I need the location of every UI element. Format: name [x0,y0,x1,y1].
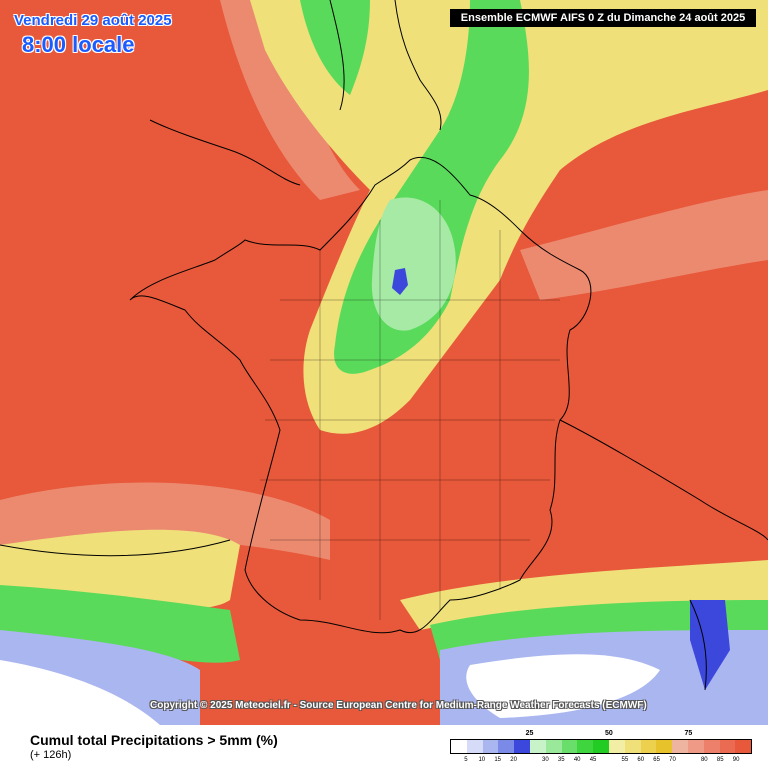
legend-swatch [624,740,641,753]
zone-lightgreen-center [371,197,456,331]
legend-swatch [482,740,499,753]
forecast-time: 8:00 locale [22,32,135,57]
legend-swatch [719,740,736,753]
legend-minor-label: 85 [716,757,724,763]
legend-swatch [608,740,625,753]
footer: Cumul total Precipitations > 5mm (%) (+ … [0,725,768,768]
legend-swatch [451,740,467,753]
legend-swatch [672,740,688,753]
legend-bar [450,739,752,754]
legend-swatch [498,740,515,753]
legend-minor-label: 65 [653,757,660,763]
legend-major-label: 25 [525,730,534,737]
legend-minor-label: 20 [510,757,517,763]
legend-minor-label: 90 [732,757,740,763]
legend-major-label: 75 [684,730,693,737]
zone-salmon-east [520,190,768,300]
forecast-date: Vendredi 29 août 2025 [14,12,172,29]
legend-minor-label: 60 [637,757,645,763]
forecast-map: Vendredi 29 août 2025 8:00 locale Ensemb… [0,0,768,725]
legend-minor-label: 40 [573,757,581,763]
model-run-label: Ensemble ECMWF AIFS 0 Z du Dimanche 24 a… [450,9,756,27]
legend-minor-label: 55 [621,757,629,763]
map-title: Cumul total Precipitations > 5mm (%) [30,732,278,748]
legend-swatch [656,740,673,753]
coastlines [0,0,768,691]
zone-darkblue-corsica [690,600,730,690]
zone-salmon-southwest [0,482,330,560]
legend-swatch [735,740,752,753]
copyright-notice: Copyright © 2025 Meteociel.fr - Source E… [150,700,647,711]
legend-minor-label: 5 [464,757,468,763]
legend-swatch [703,740,720,753]
map-canvas [0,0,768,725]
legend-minor-label: 30 [542,757,549,763]
forecast-lead-time: (+ 126h) [30,749,72,761]
legend-swatch [640,740,657,753]
legend-swatch [514,740,530,753]
department-borders [260,200,560,620]
legend-swatch [561,740,578,753]
zone-darkblue-paris [392,268,408,295]
legend-swatch [593,740,609,753]
zone-white-southwest [0,660,160,725]
zone-yellow-southwest [0,529,240,609]
color-legend: 25 50 75 5 10 15 20 30 35 40 45 55 60 65 70 80 85 90 [450,727,752,765]
zone-white-southeast [466,654,660,718]
legend-minor-label: 70 [669,757,676,763]
zone-yellow-southeast [400,560,768,630]
zone-green-channel [300,0,370,95]
legend-minor-label: 10 [478,757,486,763]
legend-swatch [466,740,483,753]
zone-salmon-north [220,0,360,200]
legend-swatch [545,740,562,753]
legend-swatch [529,740,546,753]
legend-minor-label: 80 [700,757,708,763]
legend-minor-label: 35 [557,757,565,763]
legend-major-label: 50 [605,730,613,737]
legend-swatch [577,740,594,753]
legend-swatch [687,740,704,753]
zone-yellow-northeast [480,0,768,170]
legend-minor-label: 45 [589,757,597,763]
legend-minor-label: 15 [494,757,502,763]
